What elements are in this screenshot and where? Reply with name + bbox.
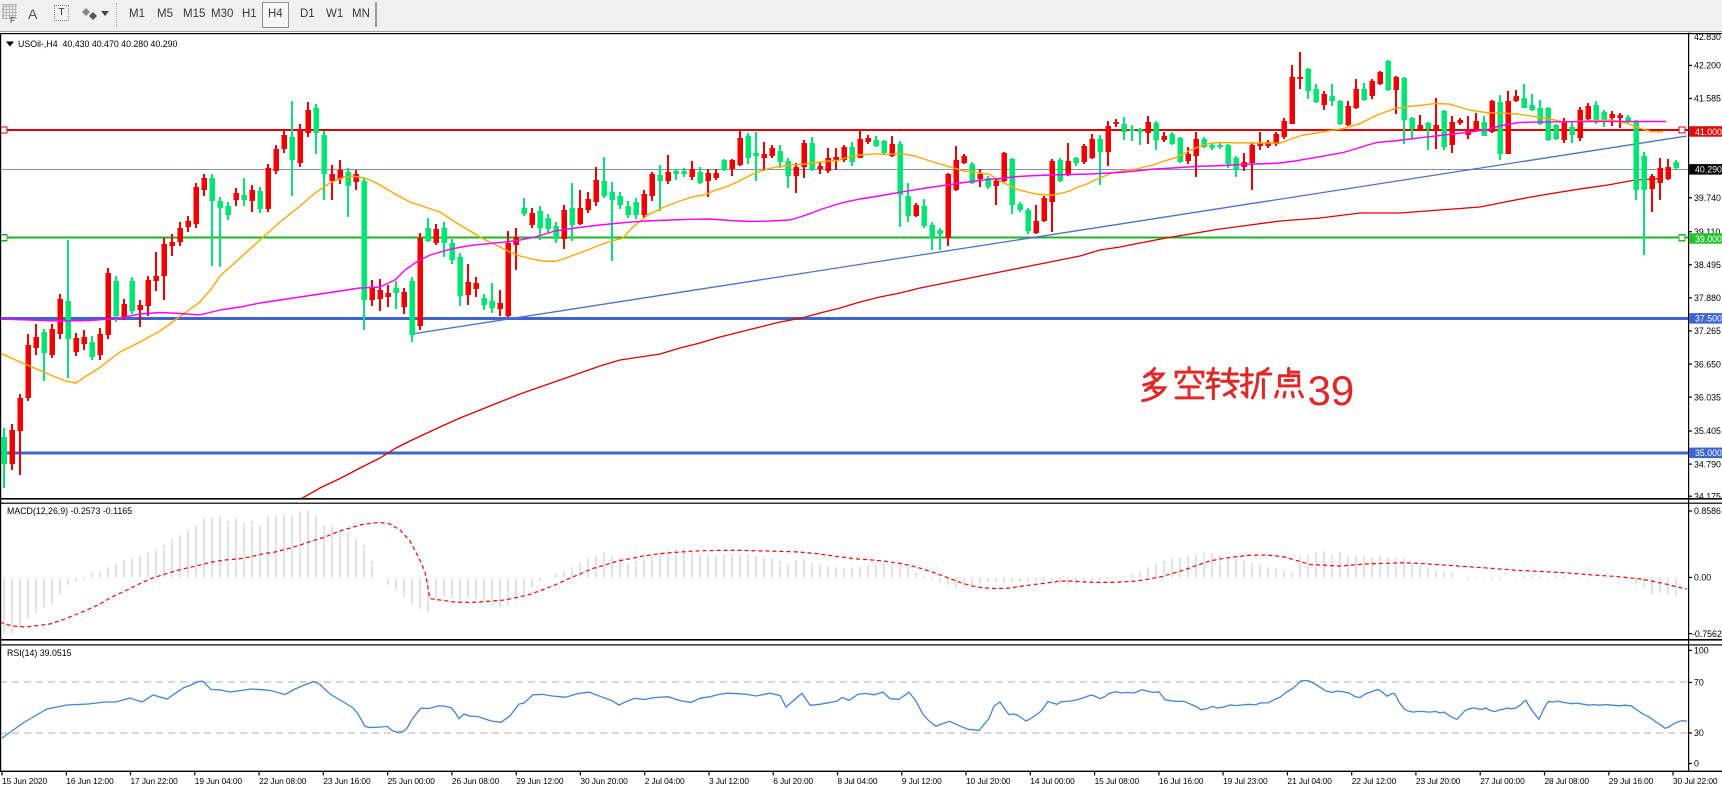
svg-text:42.830: 42.830 <box>1694 32 1721 42</box>
svg-text:3 Jul 12:00: 3 Jul 12:00 <box>709 776 749 786</box>
svg-text:8 Jul 04:00: 8 Jul 04:00 <box>838 776 878 786</box>
svg-text:29 Jul 16:00: 29 Jul 16:00 <box>1609 776 1654 786</box>
svg-text:37.500: 37.500 <box>1695 314 1722 324</box>
svg-text:0.8586: 0.8586 <box>1694 506 1721 516</box>
svg-text:100: 100 <box>1694 646 1709 656</box>
svg-text:23 Jul 20:00: 23 Jul 20:00 <box>1416 776 1461 786</box>
svg-text:70: 70 <box>1694 678 1704 688</box>
svg-text:39.000: 39.000 <box>1695 234 1722 244</box>
svg-text:21 Jul 04:00: 21 Jul 04:00 <box>1287 776 1332 786</box>
svg-text:28 Jul 08:00: 28 Jul 08:00 <box>1545 776 1590 786</box>
svg-text:41.000: 41.000 <box>1695 127 1722 137</box>
svg-text:34.175: 34.175 <box>1694 491 1721 501</box>
svg-text:30 Jun 20:00: 30 Jun 20:00 <box>580 776 628 786</box>
svg-text:26 Jun 08:00: 26 Jun 08:00 <box>452 776 500 786</box>
svg-text:42.200: 42.200 <box>1694 61 1721 71</box>
svg-text:0.00: 0.00 <box>1694 573 1711 583</box>
svg-text:30 Jul 22:00: 30 Jul 22:00 <box>1673 776 1718 786</box>
svg-text:RSI(14) 39.0515: RSI(14) 39.0515 <box>7 648 72 658</box>
svg-text:36.650: 36.650 <box>1694 359 1721 369</box>
svg-text:25 Jun 00:00: 25 Jun 00:00 <box>388 776 436 786</box>
svg-text:22 Jun 08:00: 22 Jun 08:00 <box>259 776 307 786</box>
svg-text:40.290: 40.290 <box>1695 165 1722 175</box>
svg-text:USOil-,H4 40.430 40.470 40.28: USOil-,H4 40.430 40.470 40.280 40.290 <box>18 39 178 49</box>
svg-text:38.495: 38.495 <box>1694 260 1721 270</box>
svg-text:41.585: 41.585 <box>1694 94 1721 104</box>
svg-text:19 Jun 04:00: 19 Jun 04:00 <box>195 776 243 786</box>
svg-text:30: 30 <box>1694 728 1704 738</box>
svg-text:MACD(12,26,9) -0.2573 -0.1165: MACD(12,26,9) -0.2573 -0.1165 <box>7 506 132 516</box>
svg-text:39.110: 39.110 <box>1694 227 1720 237</box>
svg-text:36.035: 36.035 <box>1694 392 1721 402</box>
svg-text:27 Jul 00:00: 27 Jul 00:00 <box>1480 776 1525 786</box>
svg-text:35.405: 35.405 <box>1694 426 1721 436</box>
svg-text:6 Jul 20:00: 6 Jul 20:00 <box>773 776 813 786</box>
svg-text:15 Jun 2020: 15 Jun 2020 <box>2 776 47 786</box>
svg-text:35.000: 35.000 <box>1695 448 1722 458</box>
svg-text:14 Jul 00:00: 14 Jul 00:00 <box>1030 776 1075 786</box>
svg-text:16 Jul 16:00: 16 Jul 16:00 <box>1159 776 1204 786</box>
svg-text:-0.7562: -0.7562 <box>1692 629 1722 639</box>
svg-text:22 Jul 12:00: 22 Jul 12:00 <box>1352 776 1397 786</box>
svg-text:34.790: 34.790 <box>1694 459 1721 469</box>
svg-text:10 Jul 20:00: 10 Jul 20:00 <box>966 776 1011 786</box>
svg-text:29 Jun 12:00: 29 Jun 12:00 <box>516 776 564 786</box>
svg-text:16 Jun 12:00: 16 Jun 12:00 <box>66 776 114 786</box>
svg-text:2 Jul 04:00: 2 Jul 04:00 <box>645 776 685 786</box>
svg-text:0: 0 <box>1694 759 1699 769</box>
svg-text:9 Jul 12:00: 9 Jul 12:00 <box>902 776 942 786</box>
svg-text:23 Jun 16:00: 23 Jun 16:00 <box>323 776 371 786</box>
svg-text:37.880: 37.880 <box>1694 293 1721 303</box>
svg-text:39.740: 39.740 <box>1694 193 1721 203</box>
svg-text:37.265: 37.265 <box>1694 326 1721 336</box>
svg-text:17 Jun 22:00: 17 Jun 22:00 <box>131 776 179 786</box>
svg-text:15 Jul 08:00: 15 Jul 08:00 <box>1095 776 1140 786</box>
svg-text:39: 39 <box>1308 367 1355 414</box>
svg-text:19 Jul 23:00: 19 Jul 23:00 <box>1223 776 1268 786</box>
